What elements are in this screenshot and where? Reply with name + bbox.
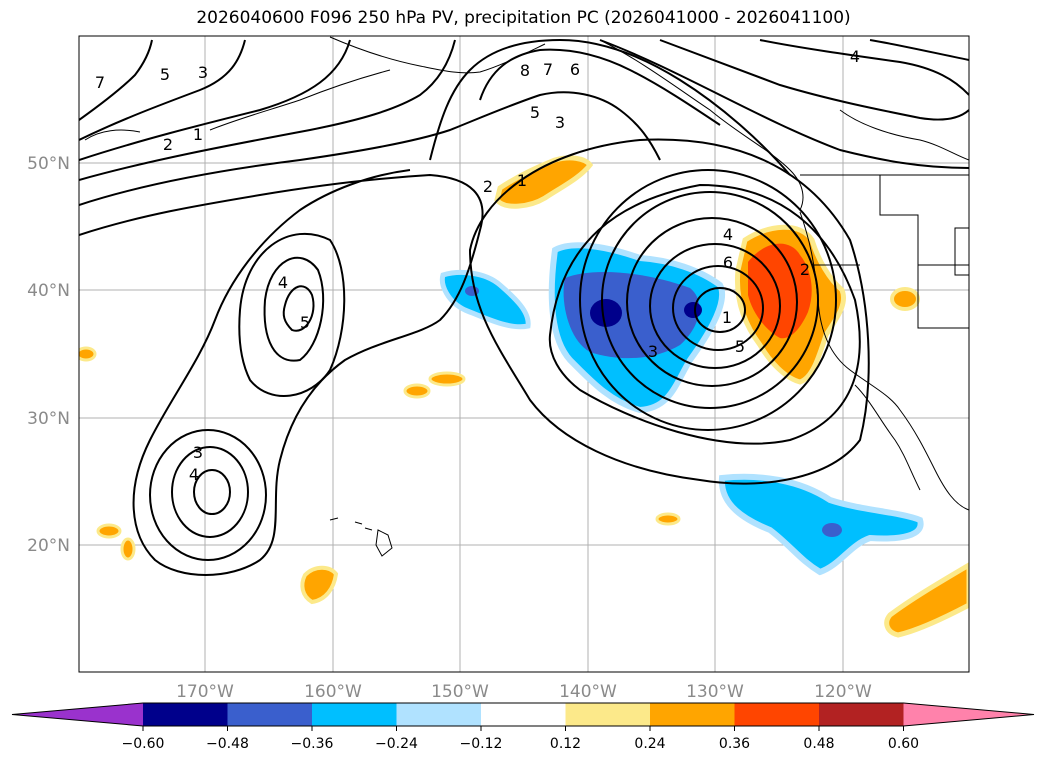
pv-contour-25	[759, 39, 969, 96]
pv-contour-7	[548, 183, 861, 445]
pv-contour-5	[601, 191, 819, 409]
pv-contour-12	[193, 469, 231, 515]
pv-contour-label: 2	[483, 177, 493, 196]
pv-contour-14	[149, 429, 267, 561]
lat-label-50n: 50°N	[27, 154, 70, 174]
colorbar-extend-low	[12, 703, 143, 726]
neg-anomaly-south	[718, 473, 924, 576]
colorbar-segment	[312, 703, 397, 726]
lat-label-40n: 40°N	[27, 281, 70, 301]
pv-contour-11	[238, 232, 346, 397]
pv-contour-26	[869, 39, 969, 61]
map-background	[79, 36, 969, 672]
colorbar-segment	[819, 703, 904, 726]
pv-contour-13	[171, 446, 249, 538]
pv-contour-label: 7	[543, 60, 553, 79]
pv-contour-label: 5	[530, 103, 540, 122]
colorbar-tick-label: 0.36	[719, 736, 750, 752]
colorbar-tick-label: 0.12	[550, 736, 581, 752]
pv-contour-23	[599, 39, 969, 169]
colorbar: −0.60 −0.48 −0.36 −0.24 −0.12 0.12 0.24 0.36 0.4…	[11, 702, 1035, 752]
pv-contour-24	[659, 39, 969, 121]
pv-contour-2	[672, 265, 764, 351]
lon-label-130w: 130°W	[686, 682, 744, 702]
pos-anomaly-north	[494, 155, 594, 209]
colorbar-tick-label: −0.48	[206, 736, 249, 752]
lon-label-120w: 120°W	[814, 682, 872, 702]
pv-contour-label: 3	[193, 443, 203, 462]
pv-contour-label: 5	[300, 313, 310, 332]
colorbar-segment	[650, 703, 735, 726]
pv-contour-4	[626, 217, 798, 387]
lon-label-140w: 140°W	[559, 682, 617, 702]
pv-contour-1	[694, 287, 746, 333]
pv-contour-label: 4	[850, 47, 860, 66]
pv-contour-label: 8	[520, 61, 530, 80]
colorbar-tick-label: −0.36	[291, 736, 334, 752]
chart-title: 2026040600 F096 250 hPa PV, precipitatio…	[196, 8, 851, 28]
pv-contour-label: 5	[160, 65, 170, 84]
colorbar-segment	[481, 703, 566, 726]
pv-contour-label: 4	[723, 225, 733, 244]
lon-label-160w: 160°W	[304, 682, 362, 702]
coastlines	[84, 36, 969, 557]
colorbar-segment	[734, 703, 820, 726]
colorbar-segment	[143, 703, 228, 726]
pv-contour-label: 2	[163, 135, 173, 154]
pv-contour-6	[579, 169, 837, 431]
pv-contour-label: 1	[722, 308, 732, 327]
pv-contour-label: 6	[570, 60, 580, 79]
colorbar-extend-high	[903, 703, 1034, 726]
colorbar-segment	[396, 703, 482, 726]
pv-contour-17	[79, 39, 456, 181]
colorbar-tick-label: −0.60	[122, 736, 165, 752]
colorbar-segment	[227, 703, 313, 726]
pv-contour-label: 2	[800, 260, 810, 279]
colorbar-segment	[565, 703, 651, 726]
pv-contour-label: 4	[278, 273, 288, 292]
lon-label-150w: 150°W	[431, 682, 489, 702]
colorbar-tick-label: 0.60	[888, 736, 919, 752]
pv-contours	[79, 38, 969, 576]
pv-contour-22	[479, 48, 721, 126]
pv-contour-label: 5	[735, 337, 745, 356]
pv-contour-label: 4	[189, 465, 199, 484]
pv-contour-label: 3	[555, 113, 565, 132]
pv-contour-label: 7	[95, 73, 105, 92]
lat-label-30n: 30°N	[27, 409, 70, 429]
pv-contour-8	[468, 138, 870, 485]
pv-contour-9	[282, 285, 315, 332]
pv-contour-10	[263, 256, 325, 362]
pv-contour-16	[79, 91, 661, 206]
pv-contour-21	[429, 38, 791, 176]
pv-contour-label: 1	[193, 125, 203, 144]
colorbar-tick-label: −0.24	[375, 736, 418, 752]
pv-contour-18	[79, 39, 351, 161]
colorbar-tick-label: −0.12	[460, 736, 503, 752]
pv-contour-label: 3	[198, 63, 208, 82]
map-frame	[78, 35, 970, 673]
lat-label-20n: 20°N	[27, 536, 70, 556]
pv-contour-label: 6	[723, 253, 733, 272]
colorbar-tick-label: 0.24	[634, 736, 665, 752]
pv-contour-19	[79, 39, 246, 141]
pv-contour-20	[79, 39, 153, 121]
pv-contour-15	[79, 169, 484, 576]
pv-contour-label: 3	[648, 342, 658, 361]
pv-contour-3	[649, 243, 781, 369]
pv-contour-label: 1	[517, 171, 527, 190]
colorbar-tick-label: 0.48	[803, 736, 834, 752]
lon-label-170w: 170°W	[176, 682, 234, 702]
